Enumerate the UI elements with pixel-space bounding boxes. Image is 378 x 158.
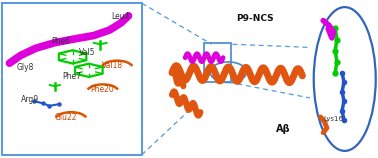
Text: Val5: Val5 bbox=[79, 48, 96, 57]
Text: Phe6: Phe6 bbox=[51, 37, 70, 46]
Text: Leu4: Leu4 bbox=[112, 12, 130, 21]
Text: Gly8: Gly8 bbox=[17, 64, 34, 72]
Text: Aβ: Aβ bbox=[276, 124, 291, 134]
Text: Lys16: Lys16 bbox=[323, 115, 343, 122]
Text: P9-NCS: P9-NCS bbox=[236, 15, 274, 23]
Text: Glu22: Glu22 bbox=[55, 113, 77, 122]
Bar bbox=[204, 43, 231, 82]
Text: Phe20: Phe20 bbox=[91, 85, 115, 94]
Text: Phe7: Phe7 bbox=[62, 72, 81, 81]
Text: Val18: Val18 bbox=[102, 61, 123, 70]
Text: Arg9: Arg9 bbox=[21, 95, 39, 104]
